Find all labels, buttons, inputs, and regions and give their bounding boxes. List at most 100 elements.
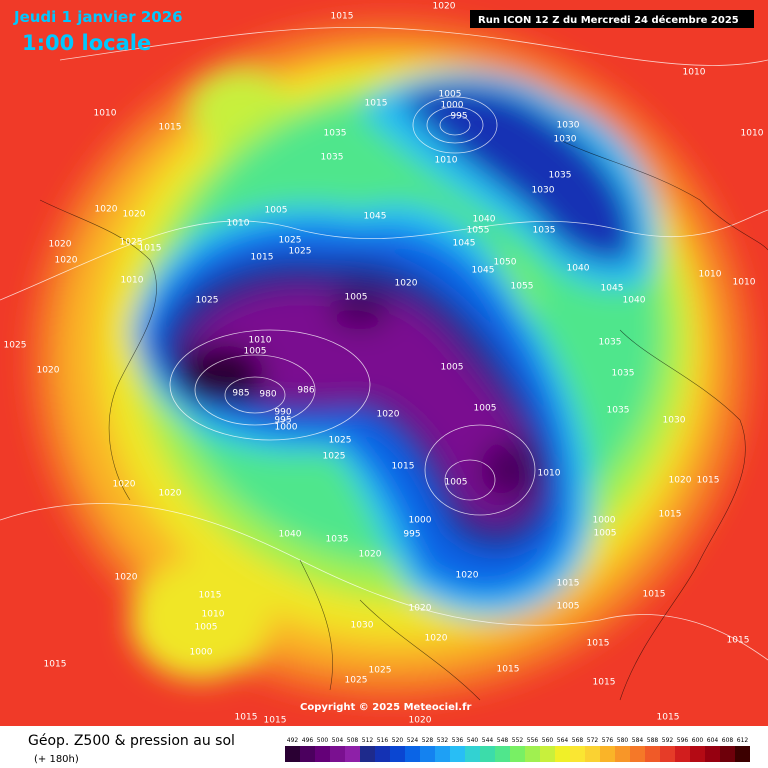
- colorbar-swatch: [315, 746, 330, 762]
- colorbar-swatch: [540, 746, 555, 762]
- pressure-label: 1015: [235, 713, 258, 723]
- pressure-label: 1030: [557, 121, 580, 131]
- colorbar-label: 524: [407, 737, 419, 744]
- pressure-label: 1025: [289, 247, 312, 257]
- colorbar-label: 556: [527, 737, 539, 744]
- colorbar-swatch: [345, 746, 360, 762]
- pressure-label: 1020: [409, 716, 432, 726]
- pressure-label: 1015: [331, 12, 354, 22]
- colorbar-label: 568: [572, 737, 584, 744]
- colorbar-swatch: [465, 746, 480, 762]
- pressure-label: 1015: [44, 660, 67, 670]
- pressure-label: 1035: [321, 153, 344, 163]
- pressure-label: 1020: [123, 210, 146, 220]
- colorbar-swatch: [585, 746, 600, 762]
- pressure-label: 1025: [369, 666, 392, 676]
- pressure-label: 1020: [159, 489, 182, 499]
- colorbar-swatch: [720, 746, 735, 762]
- colorbar-swatch: [660, 746, 675, 762]
- pressure-label: 1005: [195, 623, 218, 633]
- pressure-label: 1015: [159, 123, 182, 133]
- pressure-label: 1035: [324, 129, 347, 139]
- colorbar-swatch: [300, 746, 315, 762]
- pressure-label: 1035: [326, 535, 349, 545]
- pressure-label: 1025: [323, 452, 346, 462]
- pressure-label: 1005: [441, 363, 464, 373]
- colorbar-swatch: [705, 746, 720, 762]
- pressure-label: 1045: [453, 239, 476, 249]
- pressure-label: 1020: [37, 366, 60, 376]
- pressure-label: 1015: [557, 579, 580, 589]
- colorbar-swatch: [600, 746, 615, 762]
- footer-title: Géop. Z500 & pression au sol: [28, 733, 235, 749]
- pressure-label: 1040: [623, 296, 646, 306]
- pressure-label: 1020: [55, 256, 78, 266]
- colorbar-swatch: [510, 746, 525, 762]
- pressure-label: 1025: [279, 236, 302, 246]
- pressure-label: 1010: [435, 156, 458, 166]
- pressure-label: 1000: [275, 423, 298, 433]
- colorbar-label: 500: [317, 737, 329, 744]
- pressure-label: 1020: [669, 476, 692, 486]
- colorbar: 492 496 500 504 508 512 516 520 524 528 532 536 540 5…: [285, 737, 750, 762]
- pressure-label: 1005: [439, 90, 462, 100]
- colorbar-swatch: [525, 746, 540, 762]
- pressure-label: 1030: [351, 621, 374, 631]
- colorbar-swatch: [435, 746, 450, 762]
- pressure-label: 1010: [249, 336, 272, 346]
- pressure-label: 1015: [497, 665, 520, 675]
- colorbar-label: 516: [377, 737, 389, 744]
- colorbar-swatch: [735, 746, 750, 762]
- pressure-label: 1050: [494, 258, 517, 268]
- pressure-label: 1015: [643, 590, 666, 600]
- pressure-label: 1015: [727, 636, 750, 646]
- pressure-label: 995: [274, 416, 291, 426]
- pressure-label: 1005: [265, 206, 288, 216]
- pressure-label: 990: [274, 408, 291, 418]
- colorbar-label: 572: [587, 737, 599, 744]
- pressure-label: 1015: [199, 591, 222, 601]
- pressure-label: 1020: [377, 410, 400, 420]
- date: Jeudi 1 janvier 2026: [13, 8, 183, 26]
- colorbar-label: 612: [737, 737, 749, 744]
- pressure-label: 995: [450, 112, 467, 122]
- pressure-label: 1010: [202, 610, 225, 620]
- pressure-label: 1040: [279, 530, 302, 540]
- pressure-label: 1025: [329, 436, 352, 446]
- pressure-label: 1020: [433, 2, 456, 12]
- pressure-label: 1035: [533, 226, 556, 236]
- colorbar-swatch: [390, 746, 405, 762]
- pressure-label: 1040: [567, 264, 590, 274]
- copyright: Copyright © 2025 Meteociel.fr: [300, 702, 471, 713]
- pressure-label: 1020: [359, 550, 382, 560]
- colorbar-label: 540: [467, 737, 479, 744]
- pressure-label: 1000: [441, 101, 464, 111]
- colorbar-label: 492: [287, 737, 299, 744]
- pressure-label: 1040: [473, 215, 496, 225]
- pressure-label: 1000: [593, 516, 616, 526]
- colorbar-label: 548: [497, 737, 509, 744]
- colorbar-swatch: [495, 746, 510, 762]
- pressure-label: 1010: [683, 68, 706, 78]
- colorbar-label: 608: [722, 737, 734, 744]
- pressure-label: 1025: [4, 341, 27, 351]
- pressure-label: 1030: [532, 186, 555, 196]
- pressure-label: 1025: [196, 296, 219, 306]
- colorbar-label: 588: [647, 737, 659, 744]
- pressure-label: 1010: [121, 276, 144, 286]
- coastlines: [39, 139, 768, 701]
- pressure-label: 1010: [699, 270, 722, 280]
- pressure-label: 980: [259, 390, 276, 400]
- colorbar-label: 508: [347, 737, 359, 744]
- pressure-label: 986: [297, 386, 314, 396]
- colorbar-swatch: [375, 746, 390, 762]
- pressure-label: 1025: [120, 238, 143, 248]
- colorbar-label: 536: [452, 737, 464, 744]
- pressure-label: 1015: [659, 510, 682, 520]
- pressure-label: 1000: [409, 516, 432, 526]
- colorbar-swatch: [570, 746, 585, 762]
- pressure-label: 1035: [599, 338, 622, 348]
